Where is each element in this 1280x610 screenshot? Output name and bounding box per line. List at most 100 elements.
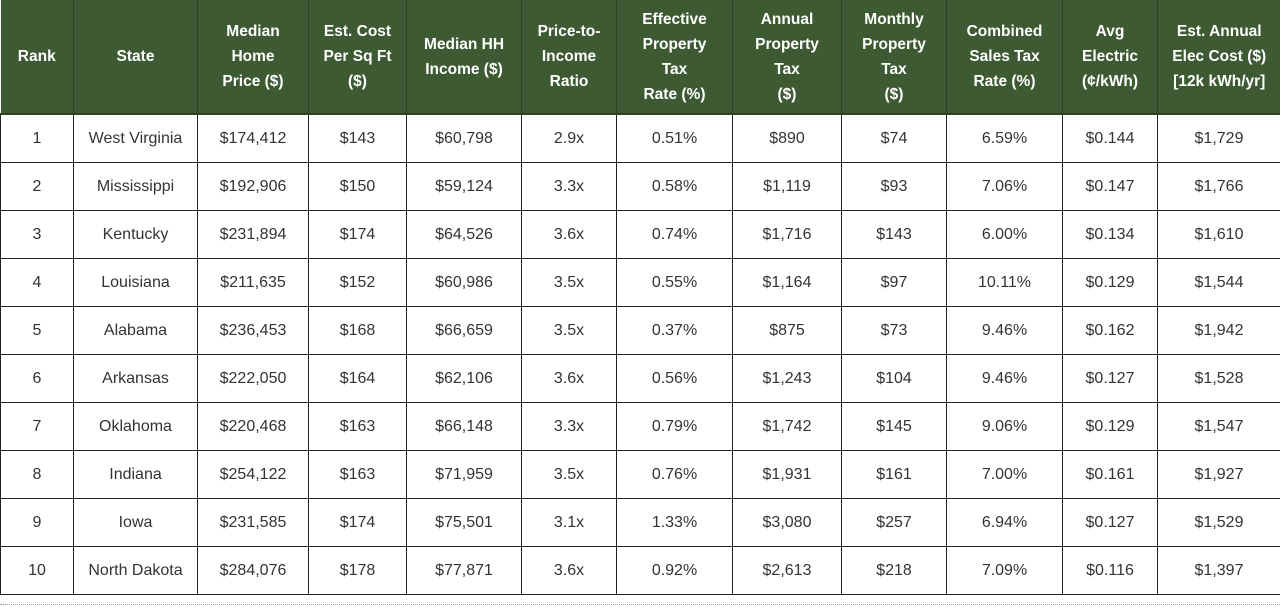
column-header-line: Combined	[966, 23, 1043, 40]
column-header-line: Rank	[17, 48, 56, 65]
column-header-line: Monthly	[864, 10, 924, 28]
cell-monthly-property-tax: $104	[841, 354, 947, 403]
cell-rank: 4	[0, 258, 74, 307]
table-row: 4 Louisiana $211,635 $152 $60,986 3.5x 0.55% $1…	[0, 258, 1280, 307]
cell-monthly-property-tax: $161	[841, 450, 947, 499]
cell-est-annual-elec-cost: $1,528	[1157, 354, 1280, 403]
cell-est-annual-elec-cost: $1,529	[1157, 498, 1280, 547]
cell-est-cost-per-sq-ft: $164	[308, 354, 407, 403]
cell-combined-sales-tax-rate: 9.46%	[946, 306, 1063, 355]
cell-state: Alabama	[73, 306, 198, 355]
cell-median-home-price: $254,122	[197, 450, 309, 499]
cell-avg-electric: $0.134	[1062, 210, 1158, 259]
cell-median-home-price: $211,635	[197, 258, 309, 307]
cell-monthly-property-tax: $93	[841, 162, 947, 211]
column-header-line: Income ($)	[425, 60, 503, 78]
cell-est-annual-elec-cost: $1,547	[1157, 402, 1280, 451]
cell-annual-property-tax: $1,931	[732, 450, 842, 499]
cell-annual-property-tax: $1,716	[732, 210, 842, 259]
column-header-line: Price-to-	[537, 23, 601, 40]
cell-rank: 7	[0, 402, 74, 451]
table-row: 5 Alabama $236,453 $168 $66,659 3.5x 0.37% $875…	[0, 306, 1280, 355]
cell-effective-property-tax-rate: 1.33%	[616, 498, 733, 547]
cell-combined-sales-tax-rate: 6.00%	[946, 210, 1063, 259]
cell-monthly-property-tax: $218	[841, 546, 947, 595]
cell-est-cost-per-sq-ft: $163	[308, 450, 407, 499]
cell-annual-property-tax: $2,613	[732, 546, 842, 595]
column-header-combined-sales-tax-rate: Combined Sales Tax Rate (%)	[946, 0, 1063, 115]
cell-monthly-property-tax: $97	[841, 258, 947, 307]
column-header-effective-property-tax-rate: Effective Property Tax Rate (%)	[616, 0, 733, 115]
column-header-line: Ratio	[549, 73, 589, 90]
cell-state: Arkansas	[73, 354, 198, 403]
column-header-monthly-property-tax: Monthly Property Tax ($)	[841, 0, 947, 115]
column-header-line: ($)	[884, 85, 904, 103]
cell-price-to-income-ratio: 3.5x	[521, 450, 617, 499]
table-row: 10 North Dakota $284,076 $178 $77,871 3.6x 0.9…	[0, 546, 1280, 595]
column-header-line: Electric	[1081, 48, 1138, 65]
cell-state: Louisiana	[73, 258, 198, 307]
cell-avg-electric: $0.129	[1062, 402, 1158, 451]
cell-median-home-price: $231,585	[197, 498, 309, 547]
cell-avg-electric: $0.147	[1062, 162, 1158, 211]
cell-median-hh-income: $75,501	[406, 498, 522, 547]
cell-rank: 10	[0, 546, 74, 595]
cell-est-annual-elec-cost: $1,544	[1157, 258, 1280, 307]
cell-effective-property-tax-rate: 0.37%	[616, 306, 733, 355]
cell-est-annual-elec-cost: $1,942	[1157, 306, 1280, 355]
cell-median-hh-income: $77,871	[406, 546, 522, 595]
cell-combined-sales-tax-rate: 7.06%	[946, 162, 1063, 211]
column-header-line: Per Sq Ft	[323, 48, 392, 65]
cell-effective-property-tax-rate: 0.51%	[616, 113, 733, 163]
cell-avg-electric: $0.129	[1062, 258, 1158, 307]
column-header-annual-property-tax: Annual Property Tax ($)	[732, 0, 842, 115]
table-header: Rank State Median Home Price ($) Est. Cost Per…	[0, 0, 1280, 115]
cell-median-home-price: $284,076	[197, 546, 309, 595]
column-header-line: Property	[862, 35, 926, 53]
column-header-line: Elec Cost ($)	[1172, 48, 1267, 65]
cell-est-cost-per-sq-ft: $174	[308, 498, 407, 547]
cell-median-hh-income: $62,106	[406, 354, 522, 403]
cell-price-to-income-ratio: 3.5x	[521, 306, 617, 355]
cell-state: North Dakota	[73, 546, 198, 595]
bottom-divider	[0, 604, 1280, 605]
cell-state: Oklahoma	[73, 402, 198, 451]
cell-est-cost-per-sq-ft: $163	[308, 402, 407, 451]
column-header-line: Rate (%)	[643, 85, 706, 103]
cell-effective-property-tax-rate: 0.56%	[616, 354, 733, 403]
cell-price-to-income-ratio: 3.3x	[521, 162, 617, 211]
column-header-line: Home	[231, 48, 275, 65]
cell-avg-electric: $0.162	[1062, 306, 1158, 355]
cell-price-to-income-ratio: 3.6x	[521, 546, 617, 595]
cell-est-cost-per-sq-ft: $168	[308, 306, 407, 355]
cell-monthly-property-tax: $74	[841, 113, 947, 163]
cell-combined-sales-tax-rate: 10.11%	[946, 258, 1063, 307]
column-header-line: Median	[226, 23, 280, 40]
cell-avg-electric: $0.144	[1062, 113, 1158, 163]
cell-median-hh-income: $60,798	[406, 113, 522, 163]
cell-combined-sales-tax-rate: 9.06%	[946, 402, 1063, 451]
cell-combined-sales-tax-rate: 7.00%	[946, 450, 1063, 499]
cell-annual-property-tax: $1,119	[732, 162, 842, 211]
column-header-line: Rate (%)	[973, 73, 1036, 90]
cell-rank: 9	[0, 498, 74, 547]
cell-median-home-price: $222,050	[197, 354, 309, 403]
column-header-line: Income	[541, 48, 597, 65]
column-header-line: (¢/kWh)	[1082, 73, 1138, 90]
cell-effective-property-tax-rate: 0.74%	[616, 210, 733, 259]
cell-monthly-property-tax: $143	[841, 210, 947, 259]
cell-annual-property-tax: $3,080	[732, 498, 842, 547]
column-header-line: Median HH	[423, 35, 505, 53]
cell-median-hh-income: $64,526	[406, 210, 522, 259]
column-header-median-home-price: Median Home Price ($)	[197, 0, 309, 115]
cell-avg-electric: $0.127	[1062, 498, 1158, 547]
cell-median-hh-income: $71,959	[406, 450, 522, 499]
cell-est-annual-elec-cost: $1,729	[1157, 113, 1280, 163]
cell-state: Kentucky	[73, 210, 198, 259]
cell-median-home-price: $231,894	[197, 210, 309, 259]
cell-state: West Virginia	[73, 113, 198, 163]
column-header-line: Est. Annual	[1176, 23, 1262, 40]
column-header-est-cost-per-sq-ft: Est. Cost Per Sq Ft ($)	[308, 0, 407, 115]
cell-combined-sales-tax-rate: 6.59%	[946, 113, 1063, 163]
cell-monthly-property-tax: $257	[841, 498, 947, 547]
